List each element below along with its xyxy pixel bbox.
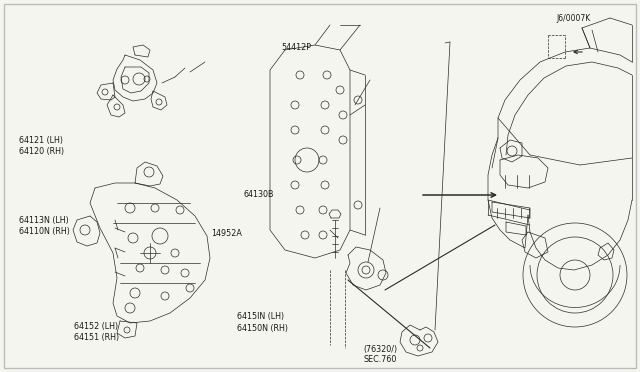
Text: 64121 (LH): 64121 (LH)	[19, 136, 63, 145]
Text: 64113N (LH): 64113N (LH)	[19, 216, 69, 225]
Text: 64110N (RH): 64110N (RH)	[19, 227, 70, 236]
Text: 14952A: 14952A	[211, 229, 242, 238]
Text: 64150N (RH): 64150N (RH)	[237, 324, 288, 333]
Text: 64151 (RH): 64151 (RH)	[74, 333, 119, 342]
Text: J6/0007K: J6/0007K	[557, 14, 591, 23]
Text: 64120 (RH): 64120 (RH)	[19, 147, 65, 156]
Text: 64152 (LH): 64152 (LH)	[74, 322, 118, 331]
Text: 54412P: 54412P	[282, 43, 312, 52]
Text: 64130B: 64130B	[243, 190, 274, 199]
Text: SEC.760: SEC.760	[364, 355, 397, 364]
Text: 6415IN (LH): 6415IN (LH)	[237, 312, 284, 321]
Text: (76320/): (76320/)	[364, 345, 397, 354]
